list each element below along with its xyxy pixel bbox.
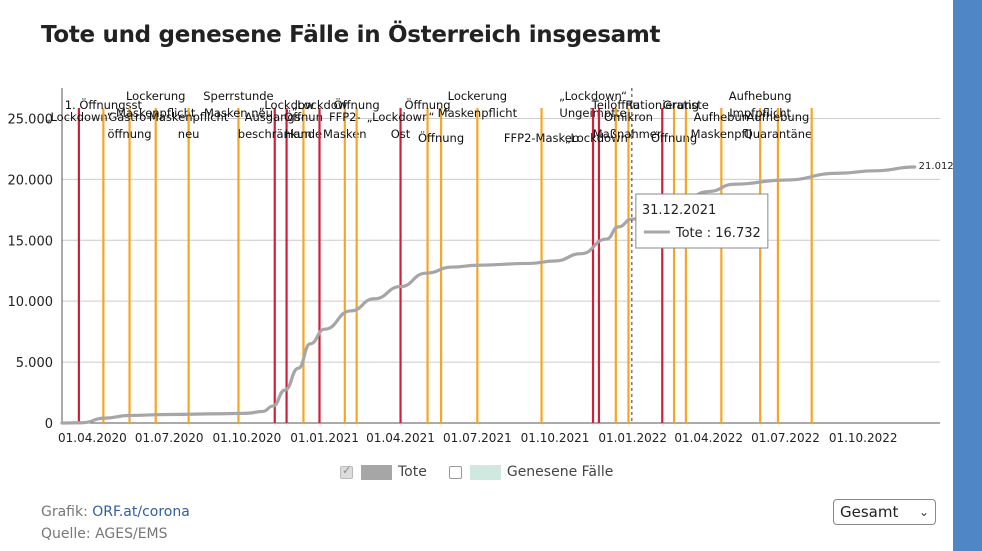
source-text: Quelle: AGES/EMS	[41, 526, 168, 542]
side-scrollbar[interactable]	[953, 0, 982, 551]
event-label: Masken	[323, 127, 367, 141]
tooltip-date: 31.12.2021	[642, 203, 716, 218]
event-label: FFP2-	[329, 110, 361, 124]
event-label: Öffnung	[418, 129, 464, 145]
legend-label: Genesene Fälle	[506, 464, 614, 480]
event-label: Rationierung	[625, 98, 699, 112]
orf-corona-link[interactable]: ORF.at/corona	[92, 504, 190, 520]
x-tick-label: 01.01.2021	[290, 431, 359, 445]
event-label: Öffnung	[334, 96, 380, 112]
event-label: „Lockdow	[259, 98, 315, 112]
legend-swatch	[361, 464, 392, 480]
period-select-value: Gesamt	[840, 503, 899, 521]
x-tick-label: 01.01.2022	[598, 431, 667, 445]
series-end-label: 21.012	[919, 161, 954, 172]
tooltip-box	[635, 193, 769, 249]
event-label: Gastro-	[108, 110, 150, 124]
x-tick-label: 01.07.2021	[443, 431, 512, 445]
chart-area[interactable]: 0 5.000 10.000 15.000 20.000 25.000 01.04.2020…	[0, 80, 982, 460]
legend-item-tote[interactable]: Tote	[340, 464, 427, 480]
graphic-label: Grafik:	[41, 504, 88, 520]
event-label: Ungeimpfte	[559, 106, 626, 120]
chevron-down-icon: ⌄	[918, 505, 929, 519]
series-line-tote	[60, 165, 917, 425]
y-tick-label: 25.000	[8, 112, 54, 127]
event-label: Masken neu	[204, 106, 273, 120]
checkbox-icon[interactable]	[448, 465, 462, 479]
event-label: Maskenpflicht	[149, 110, 229, 124]
event-label: „Lockdown“	[559, 89, 627, 103]
event-label: Quarantäne	[744, 127, 812, 141]
checkbox-icon[interactable]	[340, 464, 353, 479]
x-tick-label: 01.04.2020	[58, 431, 127, 445]
legend-swatch	[469, 464, 501, 480]
event-label: Öffnung	[404, 96, 450, 112]
x-tick-label: 01.04.2022	[674, 431, 743, 445]
x-tick-label: 01.04.2021	[366, 431, 435, 445]
event-label: Aufhebung	[729, 89, 792, 103]
tooltip-value: Tote : 16.732	[675, 226, 761, 241]
event-label: Aufhebun	[694, 110, 749, 124]
event-label: Öffnun	[284, 108, 323, 124]
event-label: Maskenpflicht	[116, 106, 196, 120]
x-tick-label: 01.07.2022	[751, 431, 820, 445]
y-tick-label: 15.000	[8, 234, 54, 249]
event-label: Lockerung	[126, 89, 186, 103]
event-label: Ost	[391, 127, 411, 141]
x-tick-label: 01.10.2020	[213, 431, 282, 445]
legend-item-genesene[interactable]: Genesene Fälle	[448, 464, 614, 480]
y-tick-label: 0	[45, 417, 53, 432]
event-label: Omikron	[604, 110, 653, 124]
event-label: Lockerung	[448, 89, 508, 103]
x-tick-label: 01.10.2021	[521, 431, 590, 445]
event-label: „Lockdown“	[45, 110, 113, 124]
x-tick-label: 01.10.2022	[829, 431, 898, 445]
event-label: Impfpflicht	[729, 106, 791, 120]
period-select[interactable]: Gesamt ⌄	[833, 499, 936, 525]
event-label: beschränkun	[238, 127, 312, 141]
event-label: 1. Öffnungsst	[65, 96, 143, 112]
y-tick-label: 5.000	[16, 356, 53, 371]
event-label: „Lockdow	[292, 98, 348, 112]
legend: Tote Genesene Fälle	[340, 464, 635, 480]
event-label: öffnung	[107, 127, 151, 141]
event-label: Maßnahmen	[593, 127, 664, 141]
y-tick-label: 10.000	[8, 295, 54, 310]
y-tick-label: 20.000	[8, 173, 54, 188]
x-tick-label: 01.07.2020	[135, 431, 204, 445]
chart-title: Tote und genesene Fälle in Österreich in…	[41, 22, 661, 48]
event-label: Maskenpflicht	[438, 106, 518, 120]
event-label: „Lockdown“	[367, 110, 435, 124]
event-label: Ausgangs-	[245, 110, 305, 124]
event-label: neu	[178, 127, 200, 141]
credits: Grafik: ORF.at/corona Quelle: AGES/EMS	[41, 501, 190, 545]
event-label: FFP2-Masken	[504, 131, 579, 145]
event-label: Sperrstunde	[203, 89, 273, 103]
legend-label: Tote	[398, 464, 427, 480]
event-label: Maskenpfli	[691, 127, 752, 141]
event-label: Aufhebung	[747, 110, 810, 124]
event-label: Hande	[285, 127, 322, 141]
event-label: Gratiste	[663, 98, 709, 112]
